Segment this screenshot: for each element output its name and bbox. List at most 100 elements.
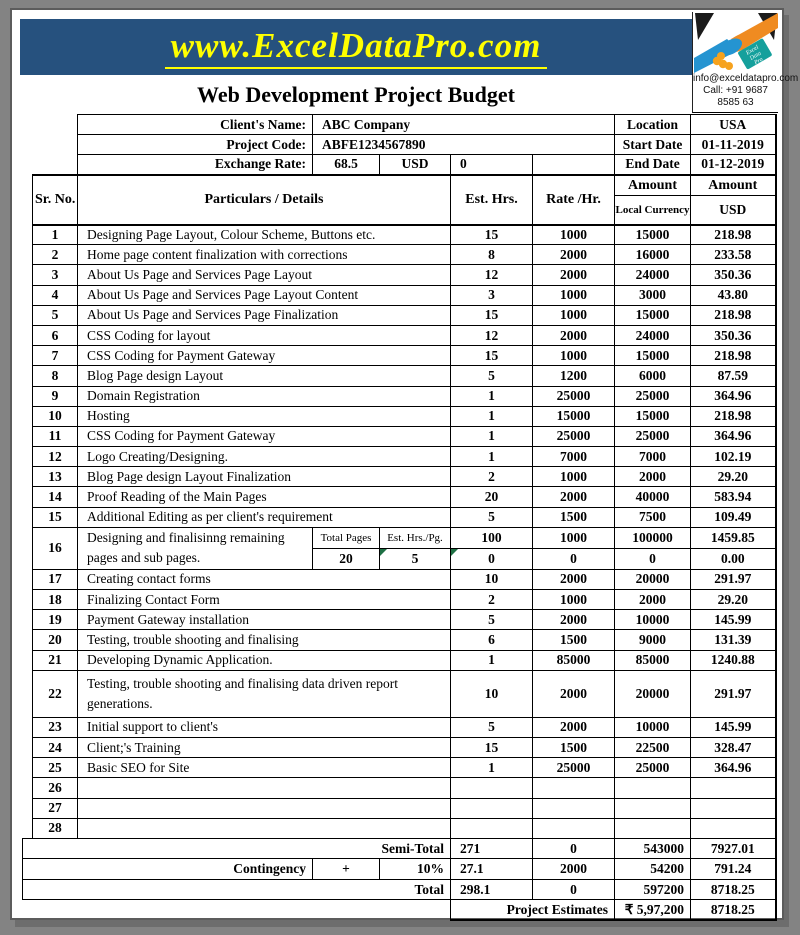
particulars-cell[interactable]: About Us Page and Services Page Finaliza… [77, 304, 451, 326]
amount-usd-cell[interactable] [690, 777, 777, 799]
amount-usd-cell[interactable]: 145.99 [690, 609, 777, 631]
rate-cell[interactable]: 1200 [531, 365, 616, 387]
rate-cell[interactable]: 15000 [531, 405, 616, 427]
particulars-cell[interactable]: Client;'s Training [77, 736, 451, 759]
amount-usd-cell[interactable]: 218.98 [690, 304, 777, 326]
rate-cell[interactable]: 25000 [531, 425, 616, 448]
amount-local-cell[interactable]: 15000 [614, 345, 692, 367]
est-hrs-cell[interactable]: 10 [450, 568, 533, 591]
particulars-cell[interactable]: Designing Page Layout, Colour Scheme, Bu… [77, 223, 451, 246]
amount-local-cell[interactable] [614, 817, 692, 839]
rate-cell[interactable]: 2000 [531, 609, 616, 631]
amount-local-cell[interactable]: 25000 [614, 425, 692, 448]
amount-usd-cell[interactable]: 291.97 [690, 568, 777, 591]
rate-cell[interactable]: 25000 [531, 385, 616, 407]
rate-cell[interactable]: 1000 [531, 223, 616, 246]
amount-usd-cell[interactable]: 29.20 [690, 466, 777, 488]
rate-cell[interactable]: 85000 [531, 649, 616, 671]
particulars-cell[interactable]: Blog Page design Layout [77, 365, 451, 387]
amount-usd-cell[interactable]: 87.59 [690, 365, 777, 387]
amount-usd-cell[interactable]: 791.24 [690, 858, 777, 880]
amount-usd-cell[interactable]: 29.20 [690, 588, 777, 611]
particulars-cell[interactable]: Payment Gateway installation [77, 609, 451, 631]
amount-local-cell[interactable]: 0 [614, 547, 692, 570]
start-date-cell[interactable]: 01-11-2019 [690, 134, 777, 155]
rate-cell[interactable]: 1000 [531, 466, 616, 488]
amount-local-cell[interactable]: 7500 [614, 506, 692, 528]
amount-usd-cell[interactable]: 218.98 [690, 223, 777, 246]
est-hrs-cell[interactable]: 20 [450, 486, 533, 508]
rate-cell[interactable]: 1000 [531, 304, 616, 326]
particulars-cell[interactable]: Logo Creating/Designing. [77, 446, 451, 468]
rate-cell[interactable]: 1000 [531, 588, 616, 611]
particulars-cell[interactable]: Creating contact forms [77, 568, 451, 591]
rate-cell[interactable]: 0 [531, 878, 616, 901]
contingency-percent-cell[interactable]: 10% [379, 858, 451, 880]
amount-usd-cell[interactable]: 7927.01 [690, 837, 777, 860]
est-hrs-cell[interactable]: 1 [450, 425, 533, 448]
rate-cell[interactable]: 2000 [531, 244, 616, 266]
amount-usd-cell[interactable]: 583.94 [690, 486, 777, 508]
est-hrs-cell[interactable]: 6 [450, 629, 533, 651]
particulars-cell[interactable]: Finalizing Contact Form [77, 588, 451, 611]
est-hrs-cell[interactable] [450, 817, 533, 839]
est-hrs-cell[interactable]: 15 [450, 304, 533, 326]
amount-usd-cell[interactable]: 364.96 [690, 385, 777, 407]
amount-usd-cell[interactable]: 291.97 [690, 669, 777, 718]
est-hrs-cell[interactable]: 1 [450, 649, 533, 671]
est-hrs-cell[interactable]: 2 [450, 466, 533, 488]
rate-cell[interactable]: 2000 [531, 858, 616, 880]
amount-usd-cell[interactable]: 131.39 [690, 629, 777, 651]
rate-cell[interactable]: 7000 [531, 446, 616, 468]
particulars-cell[interactable]: CSS Coding for layout [77, 324, 451, 347]
est-hrs-cell[interactable]: 5 [450, 365, 533, 387]
particulars-cell[interactable] [77, 777, 451, 799]
est-hrs-cell[interactable] [450, 797, 533, 819]
amount-local-cell[interactable]: 85000 [614, 649, 692, 671]
particulars-cell[interactable]: CSS Coding for Payment Gateway [77, 425, 451, 448]
rate-cell[interactable]: 2000 [531, 264, 616, 286]
est-hrs-cell[interactable]: 8 [450, 244, 533, 266]
amount-usd-cell[interactable]: 102.19 [690, 446, 777, 468]
amount-usd-cell[interactable]: 328.47 [690, 736, 777, 759]
amount-local-cell[interactable]: 10000 [614, 609, 692, 631]
rate-cell[interactable]: 0 [531, 837, 616, 860]
currency-cell[interactable]: USD [379, 154, 451, 175]
amount-usd-cell[interactable]: 1240.88 [690, 649, 777, 671]
est-hrs-cell[interactable]: 15 [450, 736, 533, 759]
amount-local-cell[interactable]: 6000 [614, 365, 692, 387]
amount-local-cell[interactable]: 15000 [614, 304, 692, 326]
rate-cell[interactable]: 1500 [531, 506, 616, 528]
rate-cell[interactable]: 1500 [531, 629, 616, 651]
est-hrs-cell[interactable]: 10 [450, 669, 533, 718]
est-hrs-cell[interactable]: 1 [450, 757, 533, 779]
est-hrs-cell[interactable]: 1 [450, 446, 533, 468]
amount-local-cell[interactable] [614, 777, 692, 799]
est-hrs-cell[interactable]: 3 [450, 284, 533, 306]
rate-cell[interactable] [531, 797, 616, 819]
est-hrs-cell[interactable]: 5 [450, 716, 533, 738]
amount-local-cell[interactable]: 25000 [614, 757, 692, 779]
particulars-cell[interactable]: Hosting [77, 405, 451, 427]
project-code-cell[interactable]: ABFE1234567890 [311, 134, 616, 155]
particulars-cell[interactable]: Basic SEO for Site [77, 757, 451, 779]
particulars-cell[interactable]: About Us Page and Services Page Layout [77, 264, 451, 286]
amount-usd-cell[interactable]: 350.36 [690, 324, 777, 347]
amount-usd-cell[interactable]: 233.58 [690, 244, 777, 266]
rate-cell[interactable]: 2000 [531, 716, 616, 738]
rate-cell[interactable]: 1000 [531, 345, 616, 367]
amount-usd-cell[interactable] [690, 797, 777, 819]
particulars-cell[interactable]: CSS Coding for Payment Gateway [77, 345, 451, 367]
amount-usd-cell[interactable]: 218.98 [690, 405, 777, 427]
amount-usd-cell[interactable]: 218.98 [690, 345, 777, 367]
est-hrs-cell[interactable]: 1 [450, 385, 533, 407]
particulars-cell[interactable]: Testing, trouble shooting and finalising… [77, 669, 451, 718]
particulars-cell[interactable]: Domain Registration [77, 385, 451, 407]
amount-usd-cell[interactable]: 109.49 [690, 506, 777, 528]
amount-usd-cell[interactable] [690, 817, 777, 839]
rate-cell[interactable]: 0 [531, 547, 616, 570]
converted-cell[interactable]: 0 [450, 154, 533, 175]
end-date-cell[interactable]: 01-12-2019 [690, 154, 777, 175]
amount-local-cell[interactable]: 22500 [614, 736, 692, 759]
amount-local-cell[interactable]: 16000 [614, 244, 692, 266]
